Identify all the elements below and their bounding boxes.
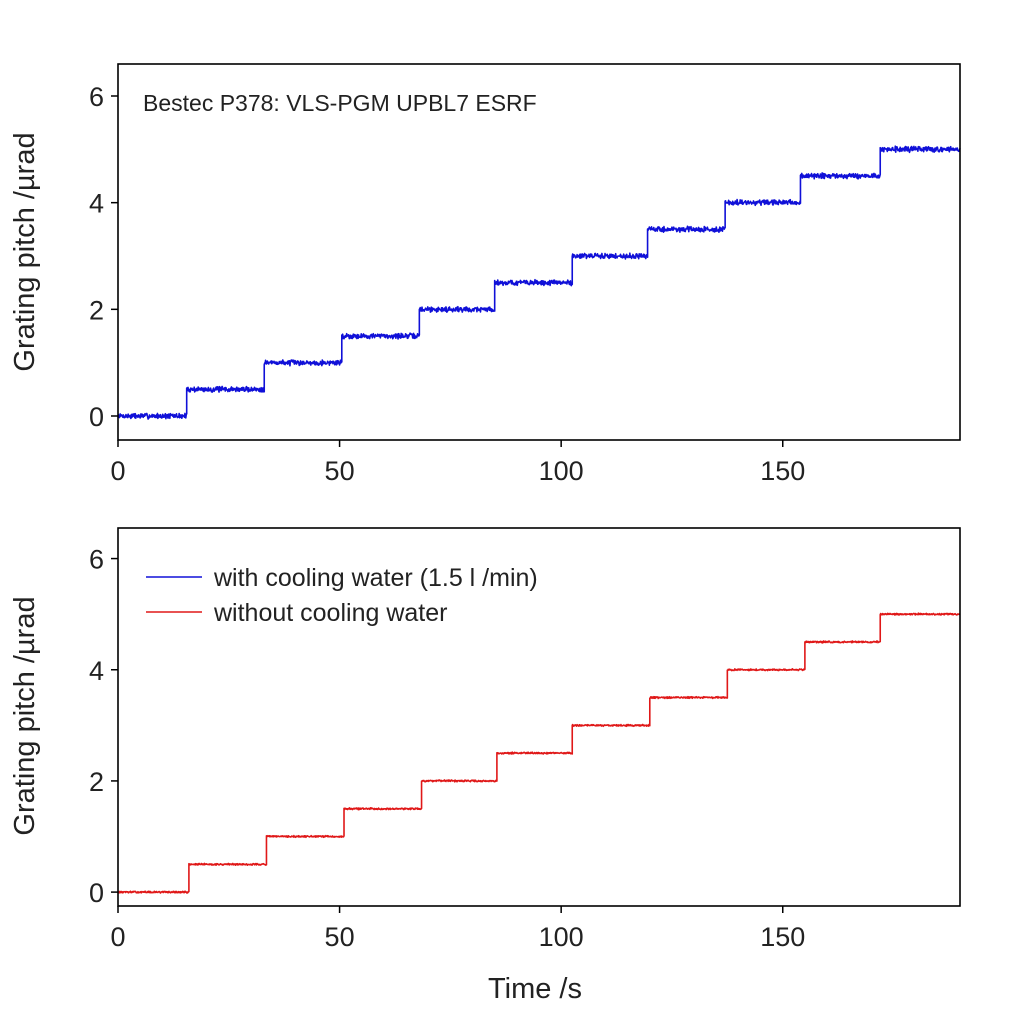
top-x-tick-label: 50 [325,456,355,486]
legend: with cooling water (1.5 l /min) without … [146,564,538,627]
bottom-x-tick-label: 150 [760,922,805,952]
bottom-y-axis: 0 2 4 6 [89,545,118,908]
bottom-series-without-cooling [117,612,961,894]
bottom-y-axis-label: Grating pitch /µrad [9,596,41,835]
bottom-y-tick-label: 0 [89,878,104,908]
top-x-tick-label: 0 [110,456,125,486]
bottom-x-tick-label: 0 [110,922,125,952]
top-y-axis-label: Grating pitch /µrad [9,132,41,371]
legend-label-without-cooling: without cooling water [213,599,447,627]
bottom-x-tick-label: 100 [539,922,584,952]
bottom-x-tick-label: 50 [325,922,355,952]
top-y-tick-label: 6 [89,82,104,112]
bottom-plot-frame [117,527,961,907]
top-series-with-cooling [117,145,961,420]
top-y-tick-label: 4 [89,189,104,219]
top-y-tick-label: 0 [89,402,104,432]
bottom-y-tick-label: 2 [89,767,104,797]
bottom-y-tick-label: 4 [89,656,104,686]
legend-label-with-cooling: with cooling water (1.5 l /min) [213,564,538,592]
top-x-tick-label: 100 [539,456,584,486]
x-axis-label: Time /s [488,973,582,1005]
top-x-tick-label: 150 [760,456,805,486]
top-annotation: Bestec P378: VLS-PGM UPBL7 ESRF [143,90,537,116]
bottom-x-axis: 0 50 100 150 [110,906,805,952]
top-panel: 0 50 100 150 0 2 4 6 Bestec P378: VLS-PGM UPBL… [9,63,961,486]
bottom-panel: 0 50 100 150 0 2 4 6 with cooling water (1.5 l… [9,527,961,1005]
top-y-tick-label: 2 [89,295,104,325]
bottom-y-tick-label: 6 [89,545,104,575]
top-y-axis: 0 2 4 6 [89,82,118,432]
top-x-axis: 0 50 100 150 [110,440,805,486]
top-plot-frame [117,63,961,441]
